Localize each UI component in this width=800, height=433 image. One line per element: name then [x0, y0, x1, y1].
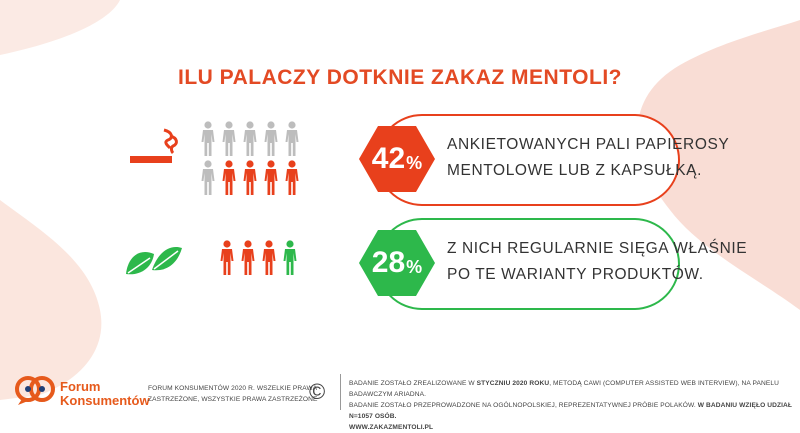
person-icon [243, 160, 257, 196]
percent-badge-42: 42% [359, 126, 435, 192]
logo-text: Forum Konsumentów [60, 380, 150, 408]
footer-divider [340, 374, 341, 410]
methodology-note: BADANIE ZOSTAŁO ZREALIZOWANE W STYCZNIU … [349, 378, 800, 433]
stat-line-1: ANKIETOWANYCH PALI PAPIEROSY [447, 136, 730, 153]
background-blob-left [0, 200, 102, 400]
note-line-1: BADANIE ZOSTAŁO ZREALIZOWANE W STYCZNIU … [349, 380, 779, 398]
background-blob-top-left [0, 0, 120, 55]
logo-line-2: Konsumentów [60, 393, 150, 408]
person-icon [283, 240, 297, 276]
stat-text-smokers: ANKIETOWANYCH PALI PAPIEROSY MENTOLOWE L… [447, 132, 729, 184]
logo-line-1: Forum [60, 379, 101, 394]
copyright-text: FORUM KONSUMENTÓW 2020 R. WSZELKIE PRAWA… [148, 383, 317, 405]
copyright-symbol: © [309, 379, 326, 404]
person-icon [201, 121, 215, 157]
note-line-3: WWW.ZAKAZMENTOLI.PL [349, 424, 434, 431]
person-icon [285, 121, 299, 157]
mint-leaves-icon [126, 246, 182, 275]
person-icon [243, 121, 257, 157]
stat-line-2: PO TE WARIANTY PRODUKTÓW. [447, 266, 704, 283]
note-line-2: BADANIE ZOSTAŁO PRZEPROWADZONE NA OGÓLNO… [349, 402, 793, 420]
percent-badge-28: 28% [359, 230, 435, 296]
person-icon [264, 160, 278, 196]
person-icon [222, 121, 236, 157]
person-icon [264, 121, 278, 157]
stat-line-2: MENTOLOWE LUB Z KAPSUŁKĄ. [447, 162, 703, 179]
percent-value: 42 [371, 142, 406, 175]
person-icon [222, 160, 236, 196]
person-icon [220, 240, 234, 276]
page-title: ILU PALACZY DOTKNIE ZAKAZ MENTOLI? [178, 66, 622, 89]
person-icon [241, 240, 255, 276]
copyright-line-1: FORUM KONSUMENTÓW 2020 R. WSZELKIE PRAWA [148, 385, 318, 392]
person-icon [262, 240, 276, 276]
background-blob-right [637, 20, 800, 310]
percent-value: 28 [371, 246, 406, 279]
forum-konsumentow-logo [15, 376, 55, 405]
cigarette-icon [130, 128, 178, 163]
percent-sign: % [406, 152, 423, 173]
stat-line-1: Z NICH REGULARNIE SIĘGA WŁAŚNIE [447, 240, 748, 257]
person-icon [285, 160, 299, 196]
person-icon [201, 160, 215, 196]
percent-sign: % [406, 256, 423, 277]
stat-text-regular: Z NICH REGULARNIE SIĘGA WŁAŚNIE PO TE WA… [447, 236, 747, 288]
copyright-line-2: ZASTRZEŻONE, WSZYSTKIE PRAWA ZASTRZEŻONE [148, 396, 318, 403]
